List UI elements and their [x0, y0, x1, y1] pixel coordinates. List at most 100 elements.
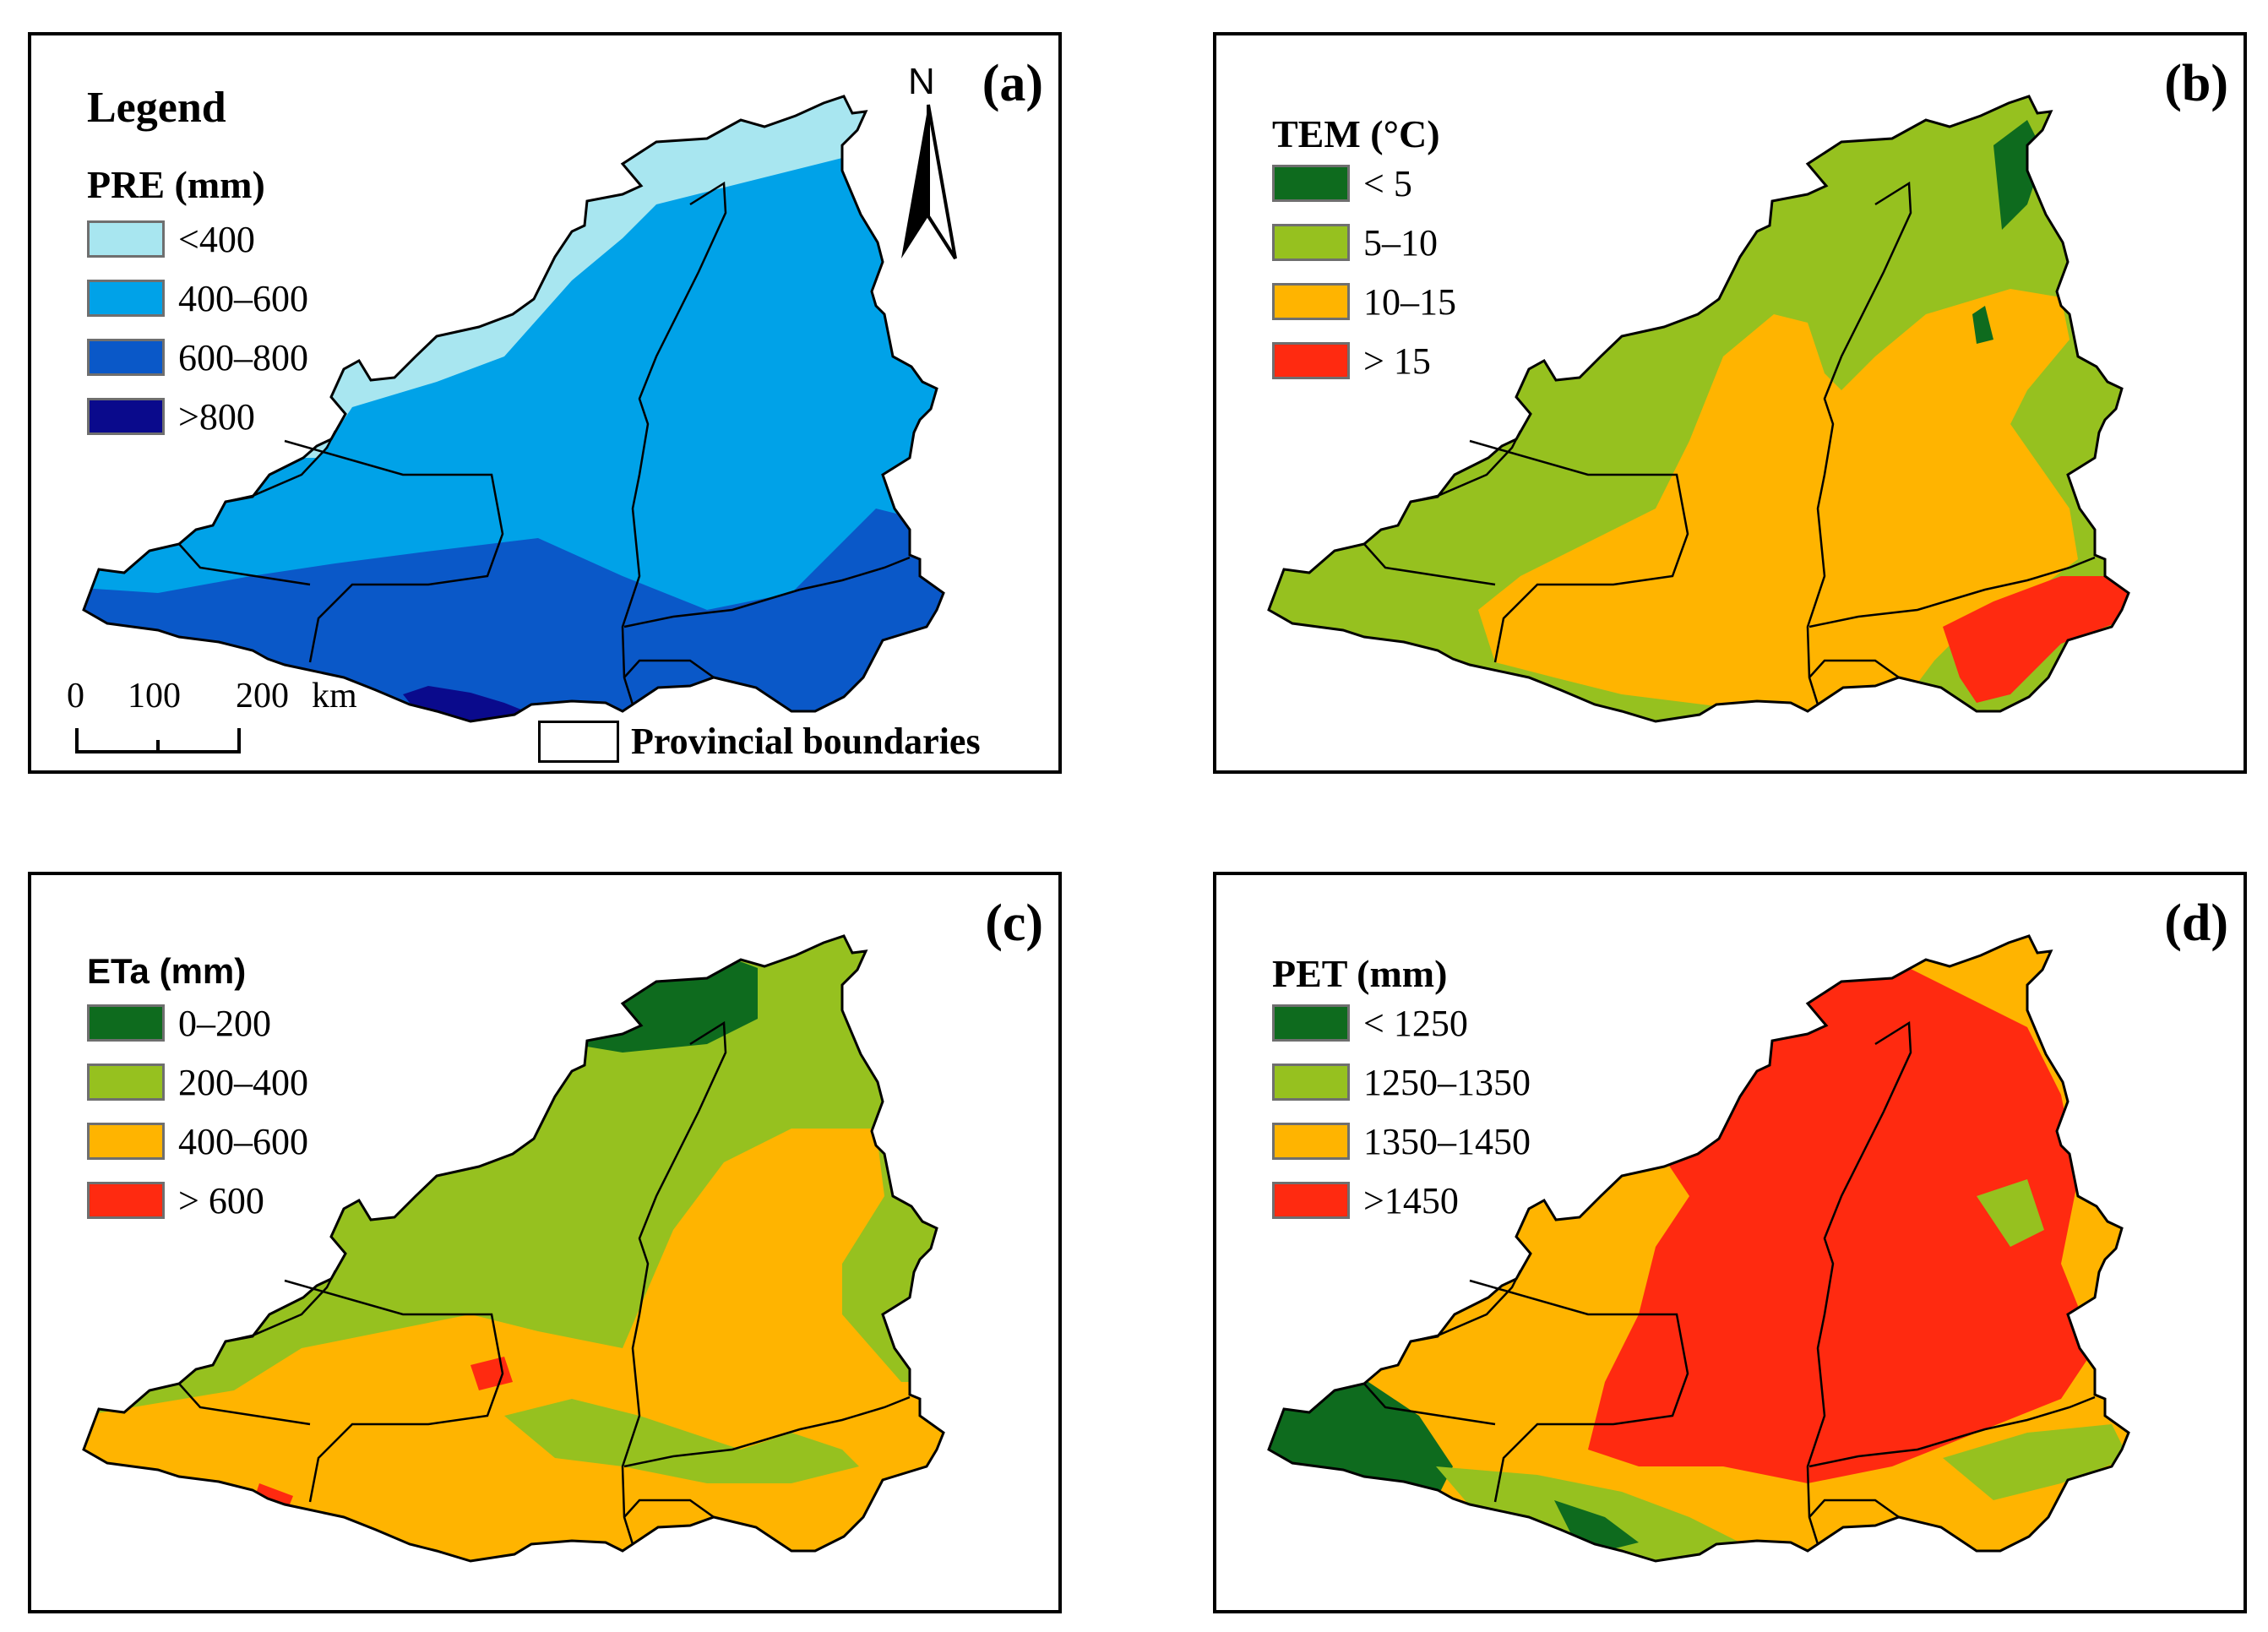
legend-item: 1350–1450	[1272, 1120, 1531, 1162]
province-boundary-4	[623, 659, 715, 679]
legend-item-label: 1350–1450	[1363, 1120, 1531, 1162]
legend-classes: <400 400–600 600–800 >800	[87, 218, 308, 454]
legend-variable-title: PRE (mm)	[87, 163, 265, 206]
legend-item-label: 400–600	[178, 1120, 308, 1162]
legend-classes: < 1250 1250–1350 1350–1450 >1450	[1272, 1002, 1531, 1238]
class-gt-800-area	[403, 686, 538, 721]
precipitation-map	[82, 95, 945, 723]
provincial-boundaries	[178, 181, 911, 705]
legend-variable-title: PET (mm)	[1272, 952, 1448, 995]
province-boundary-6	[178, 1383, 311, 1426]
legend-item: <400	[87, 218, 308, 260]
scale-label-unit: km	[312, 677, 357, 715]
province-boundary-6	[1363, 543, 1496, 586]
legend-swatch	[1272, 224, 1350, 261]
province-boundary-3	[623, 556, 911, 628]
temperature-map	[1267, 95, 2130, 723]
panel-d-pet-map: (d) PET (mm) < 1250 1250–1350 1350–1450 …	[1213, 872, 2247, 1613]
legend-item-label: 10–15	[1363, 280, 1456, 323]
province-boundary-1	[1469, 1279, 1689, 1503]
legend-swatch	[87, 398, 165, 435]
legend-item-label: <400	[178, 218, 255, 260]
boundary-swatch	[538, 720, 619, 763]
panel-b-temperature-map: (b) TEM (°C) < 5 5–10 10–15 > 15	[1213, 32, 2247, 774]
province-boundary-3	[1808, 556, 2096, 628]
legend-item: > 600	[87, 1179, 308, 1221]
legend-item: > 15	[1272, 340, 1456, 382]
north-label: N	[908, 61, 935, 102]
class-gt-15-area	[1943, 576, 2129, 703]
legend-item-label: 5–10	[1363, 221, 1438, 264]
legend-item: 400–600	[87, 1120, 308, 1162]
province-boundary-4	[623, 1499, 715, 1519]
legend-item: >800	[87, 395, 308, 438]
class-lt-1250-area-south	[1554, 1500, 1639, 1551]
legend-item-label: 0–200	[178, 1002, 271, 1044]
class-400-600-area-central	[538, 183, 876, 407]
scale-label-200: 200	[236, 677, 289, 715]
legend-swatch	[87, 1182, 165, 1219]
pet-map	[1267, 934, 2130, 1563]
class-lt-5-area-west	[1269, 618, 1301, 677]
provincial-boundaries	[178, 1020, 911, 1545]
legend-swatch	[1272, 1123, 1350, 1160]
provincial-boundaries	[1363, 181, 2096, 705]
province-boundary-1	[284, 439, 504, 663]
province-boundary-4	[1808, 1499, 1900, 1519]
north-arrow-icon	[901, 104, 957, 260]
scale-label-0: 0	[67, 677, 84, 715]
legend-item: >1450	[1272, 1179, 1531, 1221]
panel-b-label: (b)	[2164, 55, 2228, 112]
province-boundary-2	[621, 1020, 727, 1545]
province-boundary-6	[1363, 1383, 1496, 1426]
legend-swatch	[1272, 283, 1350, 320]
province-boundary-1	[284, 1279, 504, 1503]
legend-item: < 1250	[1272, 1002, 1531, 1044]
legend-item-label: < 1250	[1363, 1002, 1468, 1044]
legend-swatch	[1272, 342, 1350, 379]
legend-item: 0–200	[87, 1002, 308, 1044]
legend-swatch	[87, 280, 165, 317]
provincial-boundaries	[1363, 1020, 2096, 1545]
province-boundary-2	[621, 181, 727, 705]
legend-variable-title: ETa (mm)	[87, 951, 247, 991]
legend-item-label: 1250–1350	[1363, 1061, 1531, 1103]
legend-title: Legend	[87, 84, 226, 132]
province-boundary-3	[623, 1395, 911, 1468]
province-boundary-2	[1806, 181, 1912, 705]
legend-item: 400–600	[87, 277, 308, 319]
scale-bar	[75, 728, 241, 753]
boundary-legend-label: Provincial boundaries	[631, 721, 981, 762]
province-boundary-3	[1808, 1395, 2096, 1468]
province-boundary-1	[1469, 439, 1689, 663]
eta-map	[82, 934, 945, 1563]
class-gt-600-area-central	[470, 1357, 513, 1390]
legend-swatch	[87, 1064, 165, 1101]
province-boundary-5	[1410, 430, 1522, 503]
legend-swatch	[87, 220, 165, 258]
legend-swatch	[87, 339, 165, 376]
legend-item-label: < 5	[1363, 162, 1412, 204]
legend-item-label: 400–600	[178, 277, 308, 319]
legend-item-label: >1450	[1363, 1179, 1459, 1221]
legend-classes: 0–200 200–400 400–600 > 600	[87, 1002, 308, 1238]
legend-item-label: 600–800	[178, 336, 308, 378]
legend-swatch	[87, 1123, 165, 1160]
legend-swatch	[1272, 1182, 1350, 1219]
legend-item-label: 200–400	[178, 1061, 308, 1103]
panel-a-precipitation-map: (a) Legend PRE (mm) <400 400–600 600–800…	[28, 32, 1062, 774]
scale-label-100: 100	[128, 677, 181, 715]
legend-item: < 5	[1272, 162, 1456, 204]
class-1250-1350-area-patch	[1977, 1179, 2044, 1247]
legend-swatch	[1272, 1004, 1350, 1042]
legend-item-label: >800	[178, 395, 255, 438]
legend-item-label: > 15	[1363, 340, 1431, 382]
province-boundary-2	[1806, 1020, 1912, 1545]
province-boundary-5	[1410, 1270, 1522, 1343]
class-400-600-area	[84, 1129, 944, 1561]
boundary-legend: Provincial boundaries	[538, 720, 981, 763]
class-lt-5-area-patch	[1972, 306, 1993, 344]
province-boundary-5	[225, 1270, 337, 1343]
legend-swatch	[1272, 165, 1350, 202]
panel-c-eta-map: (c) ETa (mm) 0–200 200–400 400–600 > 600	[28, 872, 1062, 1613]
